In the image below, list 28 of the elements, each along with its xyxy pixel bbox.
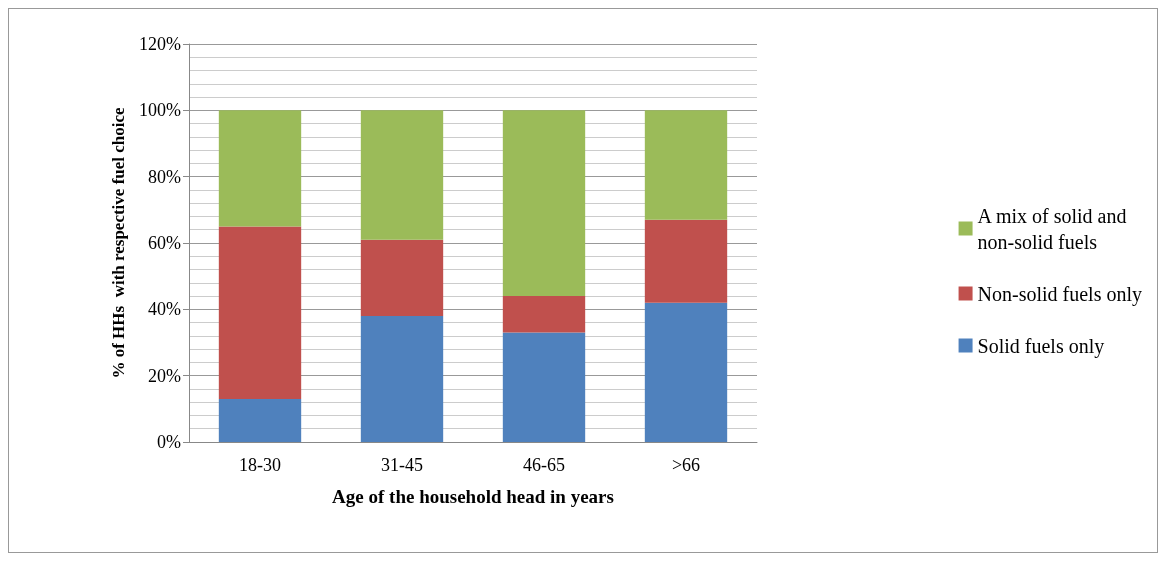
bar — [502, 332, 586, 442]
bar — [218, 398, 302, 442]
y-tick-label: 80% — [148, 166, 181, 187]
bar — [360, 110, 444, 240]
x-tick-label: >66 — [671, 455, 701, 475]
legend-label: Solid fuels only — [977, 334, 1105, 358]
x-tick-label: 18-30 — [239, 455, 281, 475]
x-tick-label: 31-45 — [381, 455, 423, 475]
y-tick-label: 100% — [139, 100, 181, 121]
x-axis-title: Age of the household head in years — [332, 486, 614, 507]
y-tick-label: 120% — [139, 34, 181, 54]
legend-label: A mix of solid and non-solid fuels — [977, 204, 1127, 253]
bar — [218, 110, 302, 227]
y-tick-label: 20% — [148, 365, 181, 386]
bar — [502, 296, 586, 333]
bar — [218, 226, 302, 399]
y-tick-label: 60% — [148, 233, 181, 253]
bar — [644, 110, 728, 220]
bar — [644, 219, 728, 303]
bar — [360, 239, 444, 316]
bar — [502, 110, 586, 297]
legend-label: Non-solid fuels only — [977, 282, 1142, 306]
bar — [644, 302, 728, 442]
bar — [360, 315, 444, 442]
y-tick-label: 0% — [157, 432, 181, 452]
x-tick-label: 46-65 — [523, 455, 565, 475]
y-axis-title: % of HHs with respective fuel choice — [109, 106, 128, 379]
y-tick-label: 40% — [148, 299, 181, 320]
